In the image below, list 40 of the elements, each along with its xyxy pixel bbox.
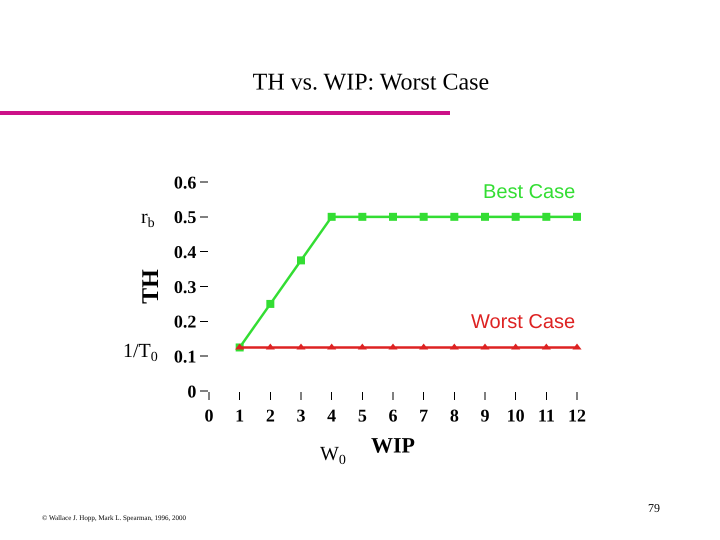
y-tick-label: 0.3 — [174, 276, 196, 297]
text: W$_{0}$ — [320, 443, 346, 468]
x-tick-label: 4 — [327, 406, 336, 426]
series-label: Worst Case — [471, 311, 576, 333]
x-tick-label: 0 — [204, 406, 214, 426]
x-tick-label: 9 — [480, 406, 490, 426]
point — [328, 212, 336, 221]
x-tick-label: 12 — [568, 406, 586, 426]
point — [297, 256, 305, 264]
x-axis-title: WIP — [371, 432, 415, 458]
y-tick-label: 0.4 — [174, 242, 196, 262]
point — [389, 212, 397, 221]
point — [573, 212, 581, 221]
x-tick-label: 2 — [266, 406, 275, 426]
y-tick-label: 0 — [187, 381, 196, 402]
text: 1/T$_{0}$ — [123, 340, 158, 366]
text: r$_{b}$ — [141, 206, 155, 232]
y-axis-title: TH — [138, 268, 164, 304]
point — [450, 212, 458, 221]
text: 79 — [648, 501, 660, 515]
point — [512, 212, 520, 221]
x-tick-label: 1 — [235, 406, 244, 426]
x-tick-label: 3 — [296, 406, 306, 426]
point — [420, 212, 428, 221]
point — [266, 300, 274, 308]
x-tick-label: 7 — [419, 406, 428, 426]
chart-title: TH vs. WIP: Worst Case — [252, 69, 490, 96]
point — [542, 212, 550, 221]
y-tick-label: 0.2 — [174, 312, 196, 332]
y-tick-label: 0.5 — [174, 207, 196, 228]
x-tick-label: 10 — [506, 406, 525, 426]
x-tick-label: 8 — [450, 406, 459, 426]
x-tick-label: 6 — [388, 406, 398, 426]
y-tick-label: 0.6 — [174, 172, 196, 192]
x-tick-label: 5 — [358, 406, 367, 426]
point — [481, 212, 489, 221]
y-tick-label: 0.1 — [174, 346, 196, 366]
point — [358, 212, 366, 221]
x-tick-label: 11 — [538, 406, 555, 426]
series-label: Best Case — [483, 181, 576, 203]
